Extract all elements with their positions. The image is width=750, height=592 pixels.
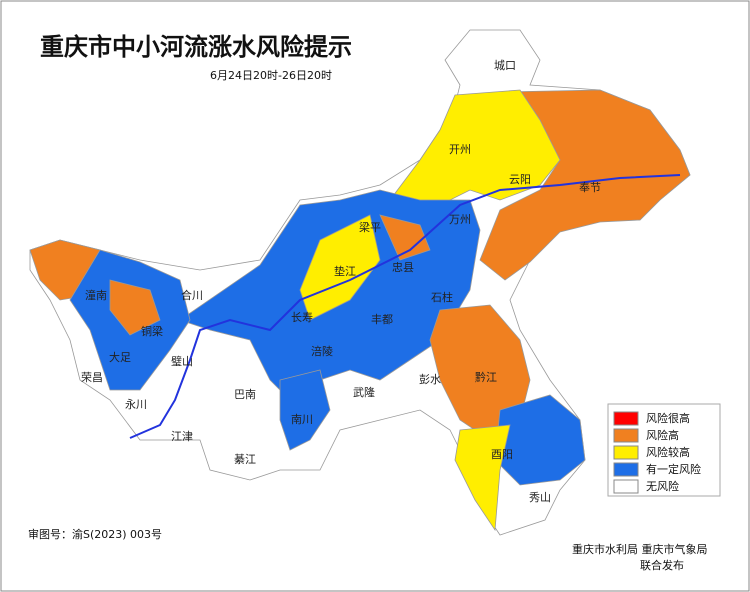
- subtitle: 6月24日20时-26日20时: [210, 69, 332, 82]
- legend-swatch: [613, 411, 639, 426]
- risk-area: [279, 369, 331, 451]
- legend-label: 无风险: [646, 479, 679, 493]
- district-label: 梁平: [359, 220, 381, 234]
- district-label: 荣昌: [81, 371, 103, 384]
- district-label: 城口: [494, 59, 516, 72]
- district-label: 涪陵: [311, 344, 333, 358]
- district-labels: 城口 开州 云阳 奉节 万州 梁平 忠县 垫江 石柱 潼南 合川 铜梁 大足 璧…: [81, 59, 601, 504]
- release: 联合发布: [640, 558, 684, 572]
- legend-swatch: [613, 479, 639, 494]
- map-number: 审图号：渝S(2023) 003号: [28, 527, 162, 541]
- river: [129, 174, 681, 439]
- district-label: 云阳: [509, 173, 531, 186]
- district-label: 忠县: [392, 261, 414, 274]
- map: [29, 29, 691, 536]
- legend-label: 风险较高: [646, 445, 690, 459]
- legend-swatch: [613, 428, 639, 443]
- district-label: 南川: [291, 413, 313, 426]
- risk-area: [379, 214, 431, 261]
- risk-area: [109, 279, 161, 336]
- district-label: 武隆: [353, 385, 375, 399]
- district-label: 江津: [171, 430, 193, 443]
- district-label: 开州: [449, 143, 471, 156]
- district-label: 黔江: [475, 370, 497, 384]
- legend-label: 风险很高: [646, 411, 690, 425]
- district-label: 长寿: [291, 310, 313, 324]
- district-label: 巴南: [234, 388, 256, 401]
- district-label: 永川: [125, 397, 147, 411]
- title: 重庆市中小河流涨水风险提示: [40, 33, 352, 61]
- risk-area: [454, 424, 511, 532]
- legend-label: 有一定风险: [646, 462, 701, 476]
- district-label: 合川: [181, 288, 203, 302]
- district-label: 酉阳: [491, 448, 513, 461]
- district-label: 璧山: [171, 354, 193, 368]
- district-label: 垫江: [334, 264, 356, 278]
- district-label: 石柱: [431, 290, 453, 304]
- district-label: 秀山: [529, 491, 551, 504]
- legend-swatch: [613, 462, 639, 477]
- district-label: 大足: [109, 350, 131, 364]
- district-label: 万州: [449, 213, 471, 226]
- district-label: 铜梁: [141, 324, 163, 338]
- legend-swatch: [613, 445, 639, 460]
- district-label: 奉节: [579, 180, 601, 194]
- district-label: 綦江: [234, 453, 256, 466]
- legend-label: 风险高: [646, 428, 679, 442]
- district-label: 丰都: [371, 313, 393, 326]
- district-label: 潼南: [85, 288, 107, 302]
- issuers: 重庆市水利局 重庆市气象局: [572, 542, 708, 556]
- risk-area: [299, 214, 381, 321]
- district-label: 彭水: [419, 372, 441, 386]
